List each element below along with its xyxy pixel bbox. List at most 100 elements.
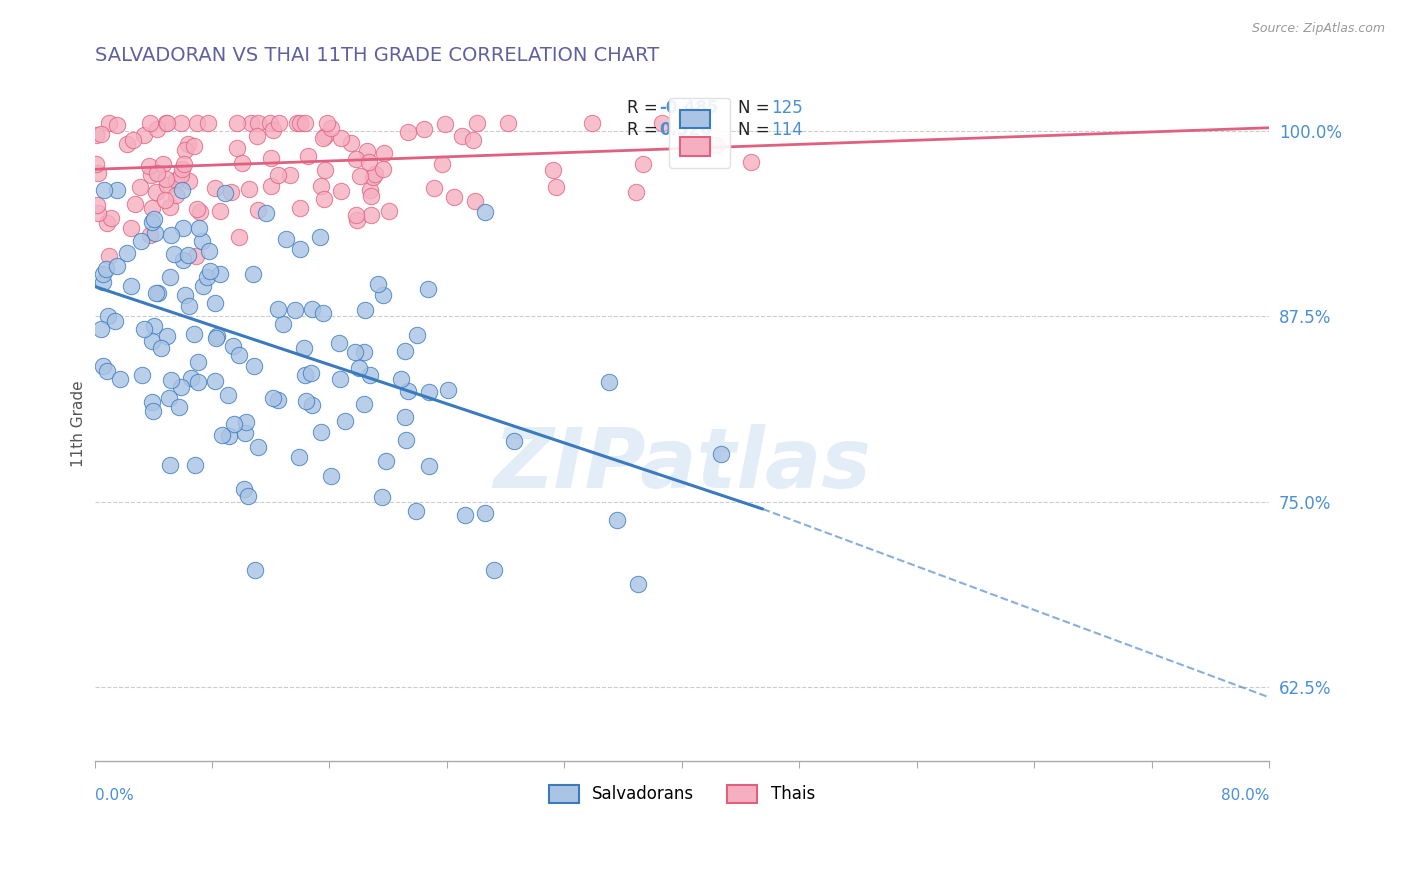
Point [87, 166, 110, 180]
Point [209, 204, 232, 219]
Point [86, 198, 108, 212]
Point [172, 221, 194, 235]
Point [211, 428, 233, 442]
Point [246, 116, 269, 130]
Point [418, 459, 440, 474]
Point [502, 434, 524, 448]
Point [240, 116, 263, 130]
Text: 0.326: 0.326 [659, 121, 711, 139]
Point [159, 270, 181, 285]
Point [191, 234, 214, 248]
Point [260, 178, 283, 193]
Point [316, 116, 339, 130]
Point [170, 116, 193, 130]
Point [225, 141, 247, 155]
Point [228, 229, 250, 244]
Point [247, 440, 270, 454]
Point [243, 563, 266, 577]
Point [314, 128, 336, 143]
Point [238, 181, 260, 195]
Point [208, 268, 231, 282]
Point [214, 186, 236, 201]
Point [159, 200, 181, 214]
Point [433, 117, 456, 131]
Point [267, 301, 290, 316]
Text: SALVADORAN VS THAI 11TH GRADE CORRELATION CHART: SALVADORAN VS THAI 11TH GRADE CORRELATIO… [94, 46, 659, 65]
Point [309, 230, 332, 244]
Point [84, 157, 107, 171]
Point [155, 116, 177, 130]
Point [184, 458, 207, 472]
Point [138, 159, 160, 173]
Point [190, 204, 212, 219]
Point [141, 394, 163, 409]
Point [145, 286, 167, 301]
Point [710, 448, 733, 462]
Text: R =: R = [627, 121, 662, 139]
Point [217, 388, 239, 402]
Point [598, 375, 620, 389]
Point [314, 163, 336, 178]
Point [353, 345, 375, 359]
Point [437, 383, 460, 397]
Point [236, 489, 259, 503]
Point [418, 385, 440, 400]
Point [143, 212, 166, 227]
Point [231, 156, 253, 170]
Point [183, 139, 205, 153]
Point [541, 163, 564, 178]
Point [91, 359, 114, 374]
Point [129, 179, 152, 194]
Point [443, 190, 465, 204]
Point [184, 249, 207, 263]
Point [267, 116, 290, 130]
Point [288, 242, 311, 256]
Point [353, 397, 375, 411]
Point [122, 132, 145, 146]
Point [706, 138, 728, 153]
Point [340, 136, 363, 150]
Point [160, 373, 183, 387]
Point [363, 170, 385, 185]
Point [177, 174, 200, 188]
Point [242, 267, 264, 281]
Point [394, 410, 416, 425]
Point [405, 504, 427, 518]
Text: ZIPatlas: ZIPatlas [494, 424, 870, 505]
Point [262, 392, 284, 406]
Point [288, 116, 311, 130]
Point [141, 201, 163, 215]
Point [139, 116, 162, 130]
Point [150, 342, 173, 356]
Point [197, 116, 219, 130]
Point [330, 184, 353, 198]
Point [218, 429, 240, 443]
Point [180, 370, 202, 384]
Point [359, 183, 381, 197]
Point [246, 128, 269, 143]
Point [141, 215, 163, 229]
Point [312, 306, 335, 320]
Point [461, 133, 484, 147]
Point [394, 343, 416, 358]
Point [173, 144, 195, 158]
Point [482, 563, 505, 577]
Point [86, 128, 108, 142]
Point [344, 152, 367, 166]
Point [349, 169, 371, 183]
Point [120, 278, 142, 293]
Point [412, 122, 434, 136]
Point [157, 391, 180, 405]
Point [359, 154, 381, 169]
Point [139, 168, 162, 182]
Point [287, 450, 309, 465]
Point [198, 264, 221, 278]
Point [146, 166, 169, 180]
Point [626, 185, 648, 199]
Point [371, 162, 394, 177]
Point [423, 181, 446, 195]
Point [177, 137, 200, 152]
Point [267, 392, 290, 407]
Point [606, 513, 628, 527]
Point [371, 287, 394, 301]
